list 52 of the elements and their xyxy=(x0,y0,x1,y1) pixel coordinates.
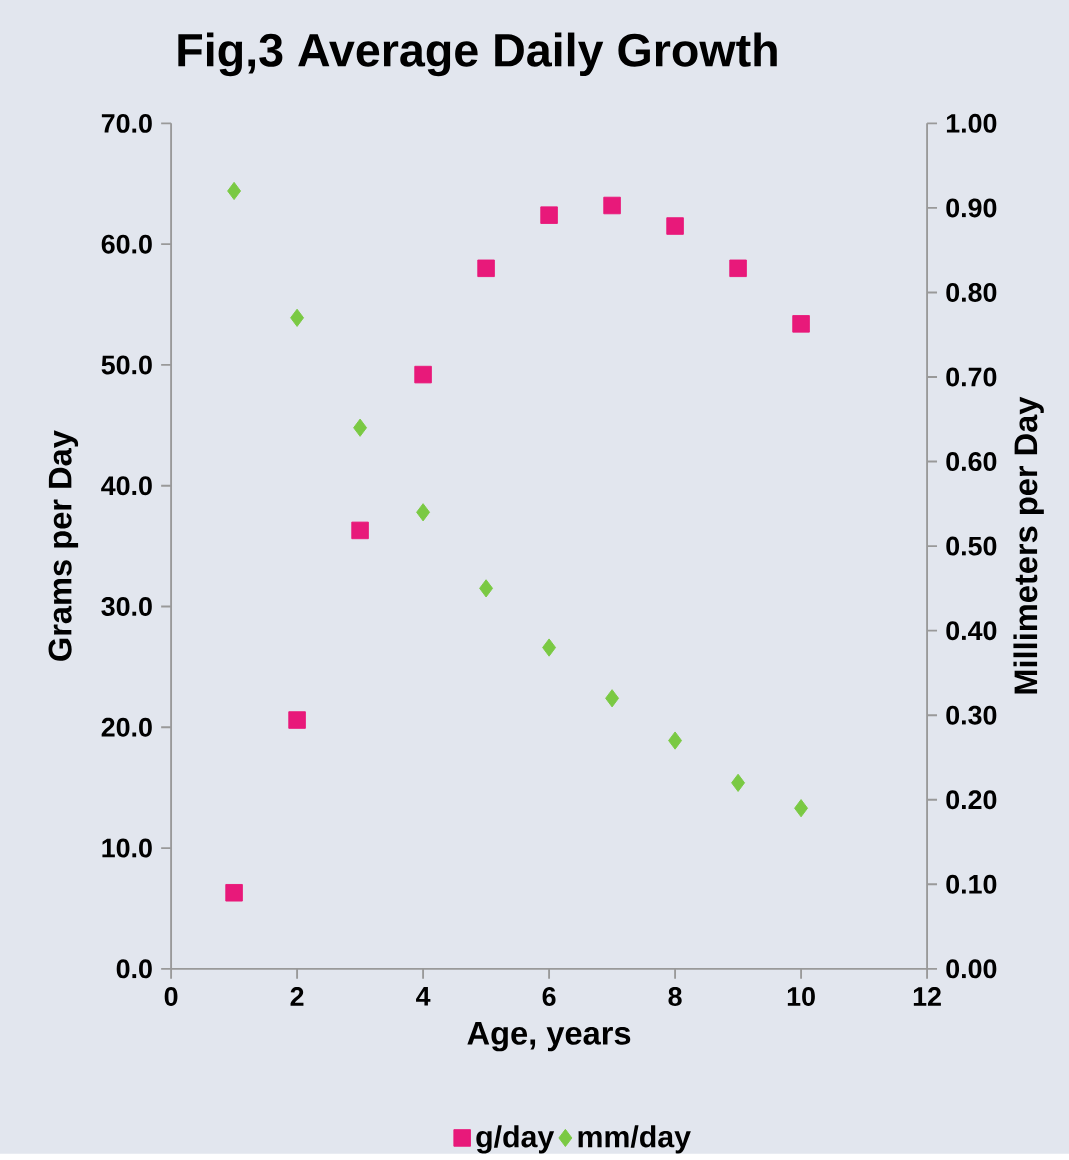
y2-tick-label: 0.50 xyxy=(946,536,997,556)
point xyxy=(225,884,243,902)
y-tick-label: 10.0 xyxy=(102,838,152,858)
y-tick-label: 40.0 xyxy=(100,476,152,496)
legend-label: g/day xyxy=(476,1125,554,1154)
x-tick-label: 12 xyxy=(913,987,941,1006)
point xyxy=(729,259,747,278)
y2-tick-label: 0.80 xyxy=(946,282,997,302)
x-tick-label: 0 xyxy=(164,987,178,1007)
y-tick-label: 0.0 xyxy=(116,959,152,979)
point xyxy=(227,181,241,201)
y2-tick-label: 0.30 xyxy=(946,705,997,725)
y-tick-label: 20.0 xyxy=(101,717,152,737)
point xyxy=(792,315,810,333)
y-axis-title: Grams per Day xyxy=(48,430,78,661)
point xyxy=(604,689,619,708)
point xyxy=(541,638,556,657)
point xyxy=(414,365,432,384)
y-tick-label: 30.0 xyxy=(101,596,152,616)
point xyxy=(351,521,369,540)
x-axis-title: Age, years xyxy=(467,1022,631,1052)
point xyxy=(666,217,684,235)
x-tick-label: 4 xyxy=(415,987,431,1006)
point xyxy=(290,308,304,327)
point xyxy=(416,503,430,522)
chart-title: Fig,3 Average Daily Growth xyxy=(178,32,777,77)
point xyxy=(540,206,558,224)
y2-tick-label: 0.40 xyxy=(946,621,997,641)
x-tick-label: 8 xyxy=(668,987,682,1007)
point xyxy=(730,773,745,792)
x-tick-label: 10 xyxy=(787,987,815,1007)
y2-tick-label: 1.00 xyxy=(946,113,997,133)
y2-tick-label: 0.70 xyxy=(946,367,997,387)
y2-tick-label: 0.20 xyxy=(946,790,997,810)
x-tick-label: 2 xyxy=(290,987,304,1006)
point xyxy=(478,579,493,598)
point xyxy=(667,731,682,750)
y2-tick-label: 0.00 xyxy=(946,959,997,979)
y2-tick-label: 0.90 xyxy=(946,198,997,218)
point xyxy=(477,259,495,278)
legend-label: mm/day xyxy=(578,1125,691,1154)
y-tick-label: 50.0 xyxy=(101,355,152,375)
y2-axis-title: Millimeters per Day xyxy=(1013,396,1044,694)
point xyxy=(353,418,367,437)
point xyxy=(603,196,621,215)
y-tick-label: 70.0 xyxy=(101,113,152,133)
y2-tick-label: 0.60 xyxy=(946,452,997,472)
y2-tick-label: 0.10 xyxy=(946,874,997,894)
y-tick-label: 60.0 xyxy=(101,234,152,254)
point xyxy=(793,799,808,818)
point xyxy=(288,711,306,729)
x-tick-label: 6 xyxy=(542,987,556,1007)
